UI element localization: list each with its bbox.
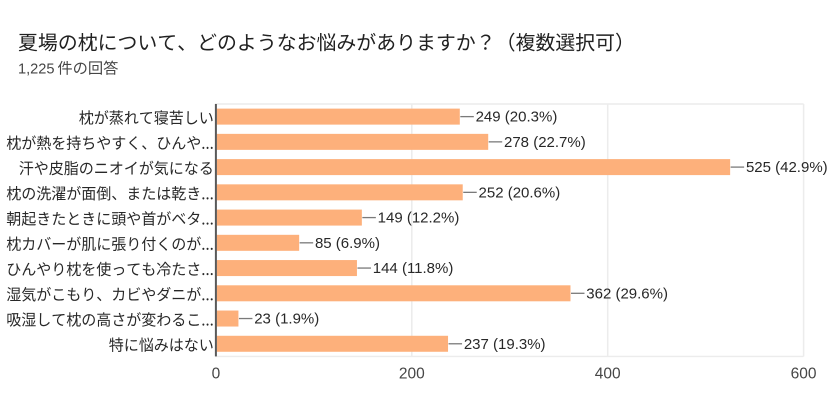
svg-text:149 (12.2%): 149 (12.2%) <box>378 210 460 227</box>
svg-text:0: 0 <box>212 366 221 383</box>
svg-text:144 (11.8%): 144 (11.8%) <box>373 260 454 277</box>
svg-text:400: 400 <box>595 366 621 383</box>
svg-text:237 (19.3%): 237 (19.3%) <box>464 336 546 353</box>
svg-text:23 (1.9%): 23 (1.9%) <box>254 311 319 328</box>
svg-text:525 (42.9%): 525 (42.9%) <box>746 159 828 176</box>
svg-text:600: 600 <box>791 366 817 383</box>
svg-text:252 (20.6%): 252 (20.6%) <box>479 184 561 201</box>
svg-text:278 (22.7%): 278 (22.7%) <box>504 134 586 151</box>
svg-text:200: 200 <box>399 366 425 383</box>
svg-text:362 (29.6%): 362 (29.6%) <box>586 285 668 302</box>
svg-text:249 (20.3%): 249 (20.3%) <box>476 109 558 126</box>
svg-text:85 (6.9%): 85 (6.9%) <box>315 235 380 252</box>
svg-text:1,225: 1,225 <box>18 62 55 78</box>
